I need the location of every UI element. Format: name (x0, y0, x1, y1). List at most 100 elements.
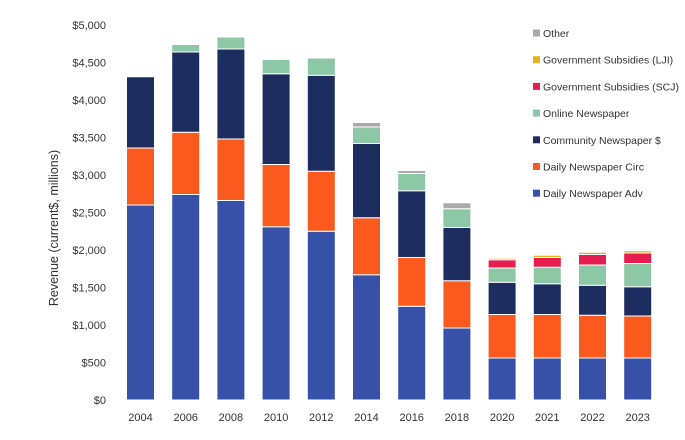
legend-swatch (533, 29, 540, 37)
bar-segment-government-subsidies-scj (623, 252, 653, 264)
bar-segment-online-newspaper (532, 266, 562, 285)
legend-label: Community Newspaper $ (543, 135, 661, 147)
legend-label: Daily Newspaper Circ (543, 162, 644, 174)
bar-stack-2010 (261, 59, 291, 401)
x-tick-label: 2014 (354, 412, 378, 424)
bar-segment-community-newspaper (532, 283, 562, 315)
bar-segment-community-newspaper (261, 73, 291, 165)
bar-segment-daily-newspaper-adv (578, 357, 607, 401)
x-tick-label: 2008 (219, 412, 243, 424)
x-tick-label: 2004 (128, 412, 152, 424)
bar-stack-2018 (442, 202, 472, 401)
bar-segment-daily-newspaper-adv (532, 357, 562, 401)
bar-segment-community-newspaper (397, 190, 427, 258)
bar-stack-2014 (352, 122, 381, 401)
legend: Other Government Subsidies (LJI) Governmen… (533, 28, 679, 200)
legend-item: Daily Newspaper Adv (533, 188, 644, 200)
legend-item: Other (533, 28, 570, 40)
legend-swatch (533, 82, 540, 90)
y-tick-label: $1,000 (72, 320, 106, 332)
y-tick-label: $4,000 (72, 95, 106, 107)
bar-segment-daily-newspaper-adv (216, 200, 246, 401)
bar-segment-community-newspaper (578, 284, 607, 316)
bar-stack-2008 (216, 36, 246, 401)
bar-segment-government-subsidies-lji (623, 250, 653, 254)
bar-stack-2021 (532, 254, 562, 401)
legend-label: Daily Newspaper Adv (543, 188, 644, 200)
bar-segment-community-newspaper (623, 286, 653, 317)
bar-segment-online-newspaper (442, 208, 472, 228)
bar-segment-daily-newspaper-adv (397, 305, 427, 401)
bar-segment-online-newspaper (216, 36, 246, 50)
bar-stack-2016 (397, 170, 427, 401)
bar-segment-daily-newspaper-adv (306, 230, 336, 401)
bar-segment-government-subsidies-scj (487, 259, 517, 269)
legend-label: Government Subsidies (LJI) (543, 55, 673, 67)
bar-segment-daily-newspaper-adv (171, 194, 201, 401)
legend-item: Government Subsidies (LJI) (533, 55, 673, 67)
y-tick-label: $5,000 (72, 20, 106, 32)
bar-segment-online-newspaper (578, 264, 607, 286)
legend-swatch (533, 136, 540, 144)
bar-segment-daily-newspaper-adv (126, 204, 155, 401)
y-tick-label: $3,000 (72, 170, 106, 182)
x-tick-label: 2018 (445, 412, 469, 424)
bar-segment-other (442, 202, 472, 210)
bar-segment-daily-newspaper-adv (623, 357, 653, 401)
y-tick-label: $1,500 (72, 283, 106, 295)
bar-segment-community-newspaper (442, 227, 472, 282)
legend-item: Community Newspaper $ (533, 135, 661, 147)
bar-segment-online-newspaper (487, 267, 517, 283)
bar-segment-daily-newspaper-adv (352, 274, 381, 401)
bar-segment-daily-newspaper-circ (216, 138, 246, 201)
x-tick-label: 2022 (580, 412, 604, 424)
x-tick-label: 2016 (399, 412, 423, 424)
bar-segment-community-newspaper (487, 281, 517, 315)
x-tick-label: 2012 (309, 412, 333, 424)
bar-segment-government-subsidies-lji (578, 251, 607, 255)
legend-swatch (533, 189, 540, 197)
x-tick-label: 2006 (173, 412, 197, 424)
bar-stack-2004 (126, 76, 155, 401)
y-tick-label: $2,500 (72, 208, 106, 220)
bar-segment-online-newspaper (352, 126, 381, 144)
bar-stack-2020 (487, 257, 517, 401)
y-tick-label: $0 (94, 395, 106, 407)
y-axis-label: Revenue (current$, millions) (47, 150, 61, 306)
bar-segment-other (352, 122, 381, 128)
bar-segment-community-newspaper (126, 76, 155, 149)
bar-segment-online-newspaper (623, 263, 653, 288)
bar-segment-community-newspaper (352, 143, 381, 219)
bar-segment-online-newspaper (171, 44, 201, 53)
x-axis-ticks: 2004 2006 2008 2010 2012 2014 2016 2018 2020 2021… (128, 412, 650, 424)
bar-segment-government-subsidies-scj (532, 257, 562, 268)
legend-item: Government Subsidies (SCJ) (533, 81, 679, 93)
bar-stacks (126, 36, 653, 401)
bar-segment-daily-newspaper-adv (487, 357, 517, 401)
bar-segment-daily-newspaper-circ (578, 314, 607, 359)
bar-segment-daily-newspaper-circ (623, 315, 653, 359)
x-tick-label: 2021 (535, 412, 559, 424)
legend-label: Other (543, 28, 570, 40)
legend-swatch (533, 56, 540, 64)
bar-segment-daily-newspaper-circ (306, 170, 336, 232)
legend-label: Online Newspaper (543, 108, 630, 120)
legend-swatch (533, 163, 540, 170)
bar-segment-daily-newspaper-circ (126, 147, 155, 206)
x-tick-label: 2020 (490, 412, 514, 424)
bar-segment-daily-newspaper-adv (442, 327, 472, 401)
bar-segment-online-newspaper (397, 173, 427, 192)
bar-stack-2012 (306, 57, 336, 401)
bar-segment-community-newspaper (306, 74, 336, 172)
legend-label: Government Subsidies (SCJ) (543, 81, 679, 93)
y-tick-label: $500 (82, 358, 106, 370)
legend-item: Online Newspaper (533, 108, 630, 120)
bar-segment-daily-newspaper-circ (261, 164, 291, 228)
x-tick-label: 2023 (625, 412, 649, 424)
y-tick-label: $3,500 (72, 133, 106, 145)
bar-segment-daily-newspaper-circ (171, 131, 201, 195)
bar-segment-online-newspaper (306, 57, 336, 76)
bar-segment-daily-newspaper-circ (532, 314, 562, 359)
bar-segment-government-subsidies-lji (487, 257, 517, 261)
